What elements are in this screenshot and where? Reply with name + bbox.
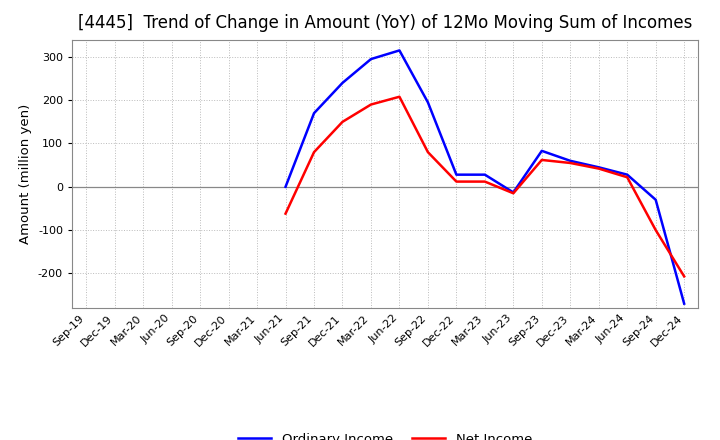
Net Income (480, 179, 489, 184)
Ordinary Income (310, 110, 318, 116)
Net Income (537, 158, 546, 163)
Y-axis label: Amount (million yen): Amount (million yen) (19, 104, 32, 244)
Net Income (423, 150, 432, 155)
Ordinary Income (680, 301, 688, 306)
Ordinary Income (366, 56, 375, 62)
Ordinary Income (509, 190, 518, 195)
Net Income (509, 191, 518, 196)
Ordinary Income (395, 48, 404, 53)
Line: Net Income: Net Income (286, 97, 684, 276)
Net Income (452, 179, 461, 184)
Net Income (623, 175, 631, 180)
Ordinary Income (652, 197, 660, 202)
Ordinary Income (623, 172, 631, 177)
Ordinary Income (423, 100, 432, 105)
Net Income (366, 102, 375, 107)
Legend: Ordinary Income, Net Income: Ordinary Income, Net Income (233, 427, 538, 440)
Ordinary Income (452, 172, 461, 177)
Net Income (310, 150, 318, 155)
Net Income (395, 94, 404, 99)
Net Income (680, 274, 688, 279)
Ordinary Income (595, 165, 603, 170)
Line: Ordinary Income: Ordinary Income (286, 51, 684, 304)
Net Income (282, 211, 290, 216)
Ordinary Income (338, 80, 347, 85)
Net Income (338, 119, 347, 125)
Ordinary Income (282, 184, 290, 190)
Ordinary Income (480, 172, 489, 177)
Ordinary Income (566, 158, 575, 163)
Ordinary Income (537, 148, 546, 154)
Net Income (566, 160, 575, 165)
Title: [4445]  Trend of Change in Amount (YoY) of 12Mo Moving Sum of Incomes: [4445] Trend of Change in Amount (YoY) o… (78, 15, 693, 33)
Net Income (652, 227, 660, 233)
Net Income (595, 166, 603, 171)
